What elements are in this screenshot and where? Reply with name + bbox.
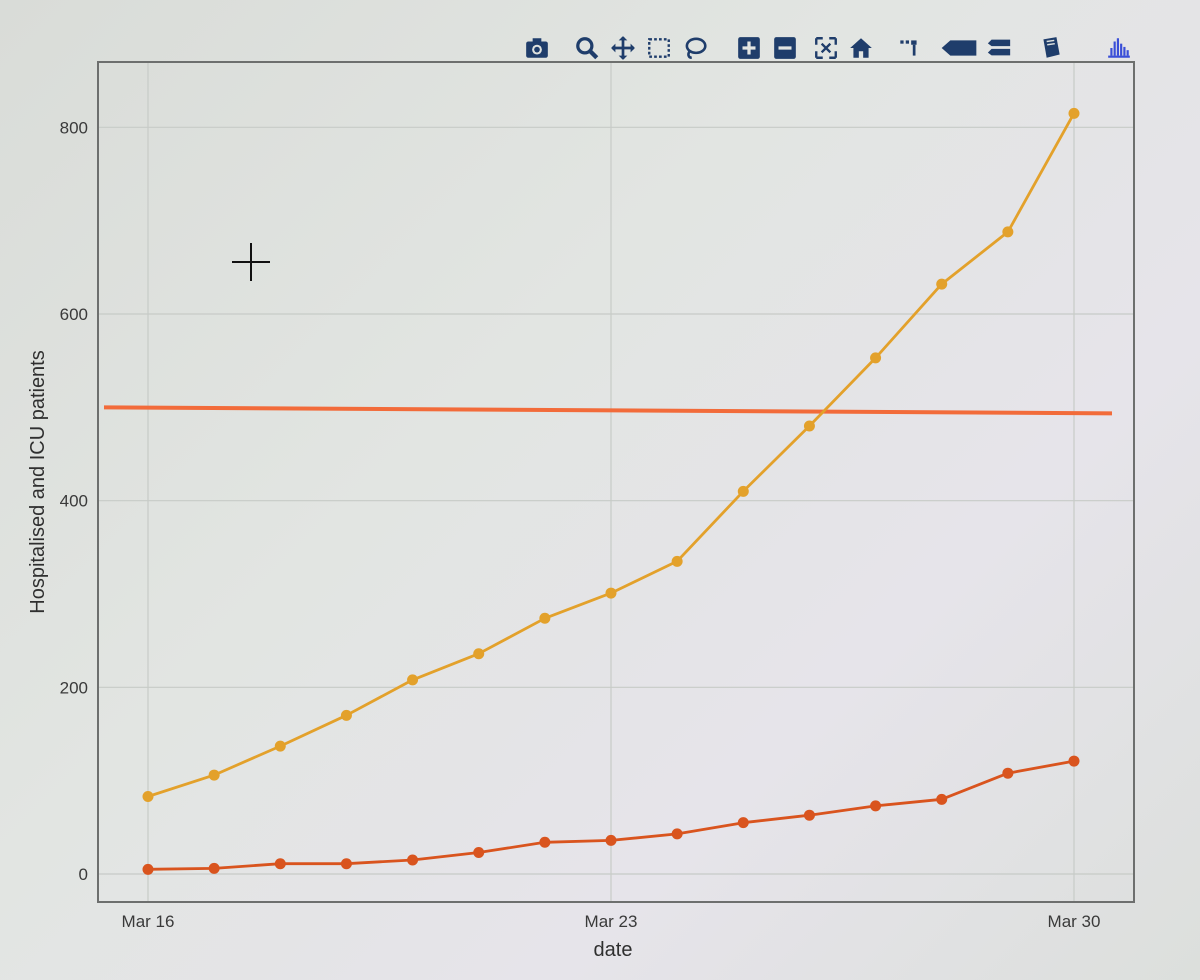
data-point (737, 817, 749, 829)
data-point (208, 862, 220, 874)
grid-layer (98, 62, 1134, 902)
y-tick-label: 400 (60, 492, 88, 511)
y-tick-label: 200 (60, 678, 88, 697)
camera-icon[interactable] (521, 32, 553, 64)
x-axis-title: date (594, 939, 633, 961)
zoom-out-icon[interactable] (769, 32, 801, 64)
series-2 (142, 755, 1080, 875)
zoom-icon[interactable] (571, 32, 603, 64)
data-point (870, 800, 882, 812)
series-layer (142, 107, 1080, 875)
data-point (605, 834, 617, 846)
data-point (473, 648, 485, 660)
data-point (473, 847, 485, 859)
plot-area-frame (97, 61, 1135, 903)
data-point (1002, 767, 1014, 779)
data-point (870, 352, 882, 364)
data-point (208, 769, 220, 781)
data-point (407, 674, 419, 686)
box-select-icon[interactable] (643, 32, 675, 64)
edit-chart-icon[interactable] (1035, 32, 1067, 64)
pan-icon[interactable] (607, 32, 639, 64)
x-tick-label: Mar 23 (585, 912, 638, 931)
data-point (936, 278, 948, 290)
data-point (142, 863, 154, 875)
data-point (803, 809, 815, 821)
data-point (340, 709, 352, 721)
data-point (274, 858, 286, 870)
data-point (1068, 755, 1080, 767)
data-point (340, 858, 352, 870)
data-point (274, 740, 286, 752)
hover-compare-icon[interactable] (983, 32, 1015, 64)
spike-lines-icon[interactable] (893, 32, 925, 64)
data-point (407, 854, 419, 866)
data-point (803, 420, 815, 432)
lasso-select-icon[interactable] (679, 32, 711, 64)
hover-closest-icon[interactable] (937, 32, 981, 64)
data-point (539, 836, 551, 848)
plotly-logo-icon[interactable] (1103, 32, 1135, 64)
data-point (605, 587, 617, 599)
tick-layer: 0 200 400 600 800 Mar 16 Mar 23 Mar 30 (60, 118, 1101, 931)
modebar (515, 30, 1155, 66)
data-point (671, 828, 683, 840)
series-1 (142, 107, 1080, 803)
zoom-in-icon[interactable] (733, 32, 765, 64)
reference-line-layer (103, 405, 1113, 416)
crosshair-cursor-icon (232, 243, 270, 281)
y-axis-title: Hospitalised and ICU patients (27, 350, 49, 613)
x-tick-label: Mar 16 (122, 912, 175, 931)
data-point (539, 612, 551, 624)
data-point (142, 791, 154, 803)
data-point (1002, 226, 1014, 238)
data-point (936, 793, 948, 805)
y-tick-label: 0 (79, 865, 88, 884)
data-point (1068, 107, 1080, 119)
data-point (671, 555, 683, 567)
x-tick-label: Mar 30 (1048, 912, 1101, 931)
reset-axes-icon[interactable] (845, 32, 877, 64)
y-tick-label: 600 (60, 305, 88, 324)
y-tick-label: 800 (60, 118, 88, 137)
autoscale-icon[interactable] (810, 32, 842, 64)
reference-line (103, 405, 1113, 416)
data-point (737, 485, 749, 497)
